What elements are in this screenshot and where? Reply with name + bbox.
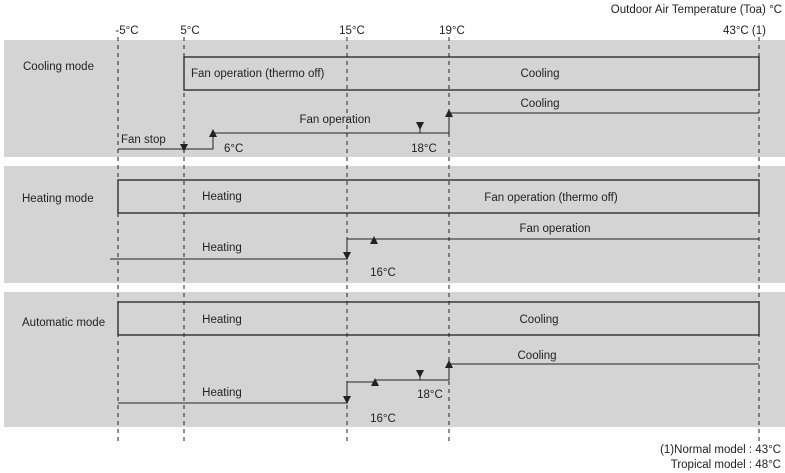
cooling-upper-label: Cooling (521, 98, 560, 110)
cooling-arrow-up-19 (445, 109, 453, 117)
tick-43: 43°C (1) (723, 25, 766, 37)
automatic-box-right-label: Cooling (520, 314, 559, 326)
footnote-normal: (1)Normal model : 43°C (660, 444, 781, 456)
cooling-temp-6: 6°C (224, 143, 243, 155)
heating-band (4, 166, 785, 283)
automatic-arrow-up-16 (371, 378, 379, 386)
tick-15: 15°C (339, 25, 365, 37)
heating-lower-label: Heating (202, 242, 242, 254)
axis-title: Outdoor Air Temperature (Toa) °C (611, 4, 782, 16)
cooling-arrow-down-5 (180, 144, 188, 152)
cooling-lower-label: Fan stop (121, 134, 166, 146)
automatic-arrow-up-19 (445, 360, 453, 368)
tick-19: 19°C (439, 25, 465, 37)
heating-box-right-label: Fan operation (thermo off) (484, 192, 618, 204)
heating-temp-16: 16°C (370, 267, 396, 279)
heating-range-box (117, 179, 760, 214)
cooling-middle-label: Fan operation (300, 114, 371, 126)
automatic-arrow-down-15 (343, 396, 351, 404)
heating-upper-label: Fan operation (520, 223, 591, 235)
tick-5: 5°C (180, 25, 199, 37)
heating-arrow-up-16 (370, 236, 378, 244)
automatic-upper-label: Cooling (518, 350, 557, 362)
cooling-range-box (183, 56, 760, 91)
heating-box-left-label: Heating (202, 191, 242, 203)
automatic-temp-16: 16°C (370, 413, 396, 425)
heating-arrow-down-15 (343, 252, 351, 260)
automatic-lower-label: Heating (202, 387, 242, 399)
footnote-tropical: Tropical model : 48°C (671, 459, 781, 471)
cooling-box-left-label: Fan operation (thermo off) (191, 68, 325, 80)
automatic-box-left-label: Heating (202, 314, 242, 326)
cooling-box-right-label: Cooling (521, 68, 560, 80)
automatic-arrow-down-18 (416, 370, 424, 378)
tick-minus5: -5°C (115, 25, 138, 37)
cooling-arrow-down-18 (416, 122, 424, 130)
automatic-mode-label: Automatic mode (22, 317, 105, 329)
heating-mode-label: Heating mode (22, 193, 94, 205)
automatic-range-box (117, 301, 760, 336)
cooling-temp-18: 18°C (411, 143, 437, 155)
automatic-temp-18: 18°C (417, 389, 443, 401)
cooling-mode-label: Cooling mode (23, 61, 94, 73)
cooling-band (4, 40, 785, 157)
cooling-arrow-up-6 (209, 129, 217, 137)
automatic-band (4, 292, 785, 427)
